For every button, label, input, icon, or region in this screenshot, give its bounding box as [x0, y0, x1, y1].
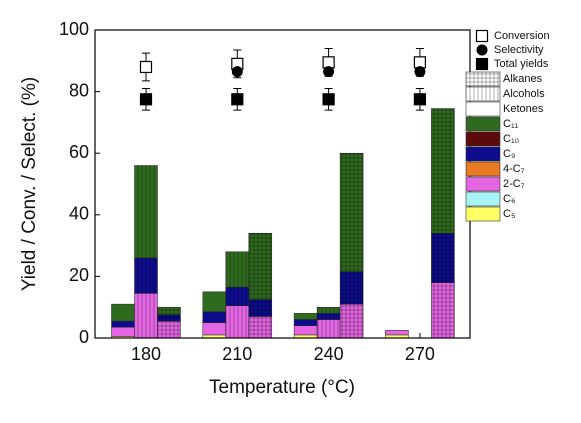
- marker: [475, 57, 489, 71]
- legend-swatch: [465, 191, 501, 207]
- legend-label: Alcohols: [503, 88, 545, 100]
- legend-label: 2-C₇: [503, 178, 525, 190]
- hatch: [317, 307, 341, 314]
- hatch: [248, 299, 272, 317]
- x-tick-label: 240: [314, 344, 344, 364]
- x-tick-label: 210: [222, 344, 252, 364]
- y-tick-label: 80: [69, 80, 89, 100]
- bar-segment: [111, 326, 135, 337]
- bar-segment: [202, 311, 227, 323]
- y-tick-label: 60: [69, 142, 89, 162]
- marker: [413, 93, 426, 106]
- hatch: [431, 282, 455, 338]
- hatch: [340, 304, 364, 338]
- legend-label: 4-C₇: [503, 163, 525, 175]
- bar-segment: [293, 325, 318, 336]
- legend-swatch: [465, 206, 501, 222]
- legend-label: C₅: [503, 208, 515, 220]
- legend-swatch: [465, 101, 501, 117]
- y-tick-label: 40: [69, 204, 89, 224]
- y-tick-label: 0: [79, 327, 89, 347]
- y-tick-label: 100: [59, 19, 89, 39]
- hatch: [431, 108, 455, 234]
- legend-label: Total yields: [494, 58, 549, 70]
- hatch: [157, 321, 181, 338]
- hatch: [466, 72, 500, 86]
- hatch: [157, 307, 181, 315]
- x-tick-label: 180: [131, 344, 161, 364]
- bar-segment: [385, 330, 409, 336]
- marker: [414, 66, 426, 78]
- hatch: [466, 87, 500, 101]
- marker: [323, 66, 335, 78]
- legend-label: C₁₁: [503, 118, 519, 130]
- bar-segment: [293, 319, 318, 326]
- legend-label: C₁₀: [503, 133, 519, 145]
- legend-label: Selectivity: [494, 44, 544, 56]
- legend-label: Conversion: [494, 30, 550, 42]
- bar-segment: [202, 322, 227, 336]
- x-tick-label: 270: [405, 344, 435, 364]
- marker: [231, 93, 244, 106]
- hatch: [248, 233, 272, 300]
- legend-swatch: [465, 116, 501, 132]
- hatch: [317, 319, 341, 338]
- hatch: [225, 251, 249, 288]
- hatch: [431, 233, 455, 283]
- bar-segment: [111, 320, 135, 328]
- hatch: [134, 293, 158, 338]
- hatch: [157, 314, 181, 322]
- y-axis-label: Yield / Conv. / Select. (%): [19, 77, 40, 291]
- x-axis-label: Temperature (°C): [209, 377, 355, 398]
- marker: [322, 93, 335, 106]
- marker: [475, 29, 489, 43]
- marker: [139, 60, 153, 74]
- hatch: [248, 316, 272, 338]
- legend-swatch: [465, 161, 501, 177]
- hatch: [317, 313, 341, 320]
- bar-segment: [202, 291, 227, 313]
- legend-label: C₉: [503, 148, 515, 160]
- bar-segment: [111, 303, 135, 322]
- legend-swatch: [465, 131, 501, 147]
- marker: [139, 93, 153, 106]
- y-tick-label: 20: [69, 265, 89, 285]
- hatch: [134, 165, 158, 258]
- hatch: [134, 257, 158, 294]
- legend-swatch: [465, 176, 501, 192]
- hatch: [225, 305, 249, 338]
- hatch: [340, 153, 364, 272]
- legend-label: C₆: [503, 193, 515, 205]
- legend-label: Ketones: [503, 103, 544, 115]
- bar-segment: [293, 313, 318, 320]
- hatch: [225, 287, 249, 306]
- marker: [476, 44, 488, 56]
- legend-label: Alkanes: [503, 73, 543, 85]
- hatch: [340, 271, 364, 305]
- marker: [231, 66, 243, 78]
- legend-swatch: [465, 146, 501, 162]
